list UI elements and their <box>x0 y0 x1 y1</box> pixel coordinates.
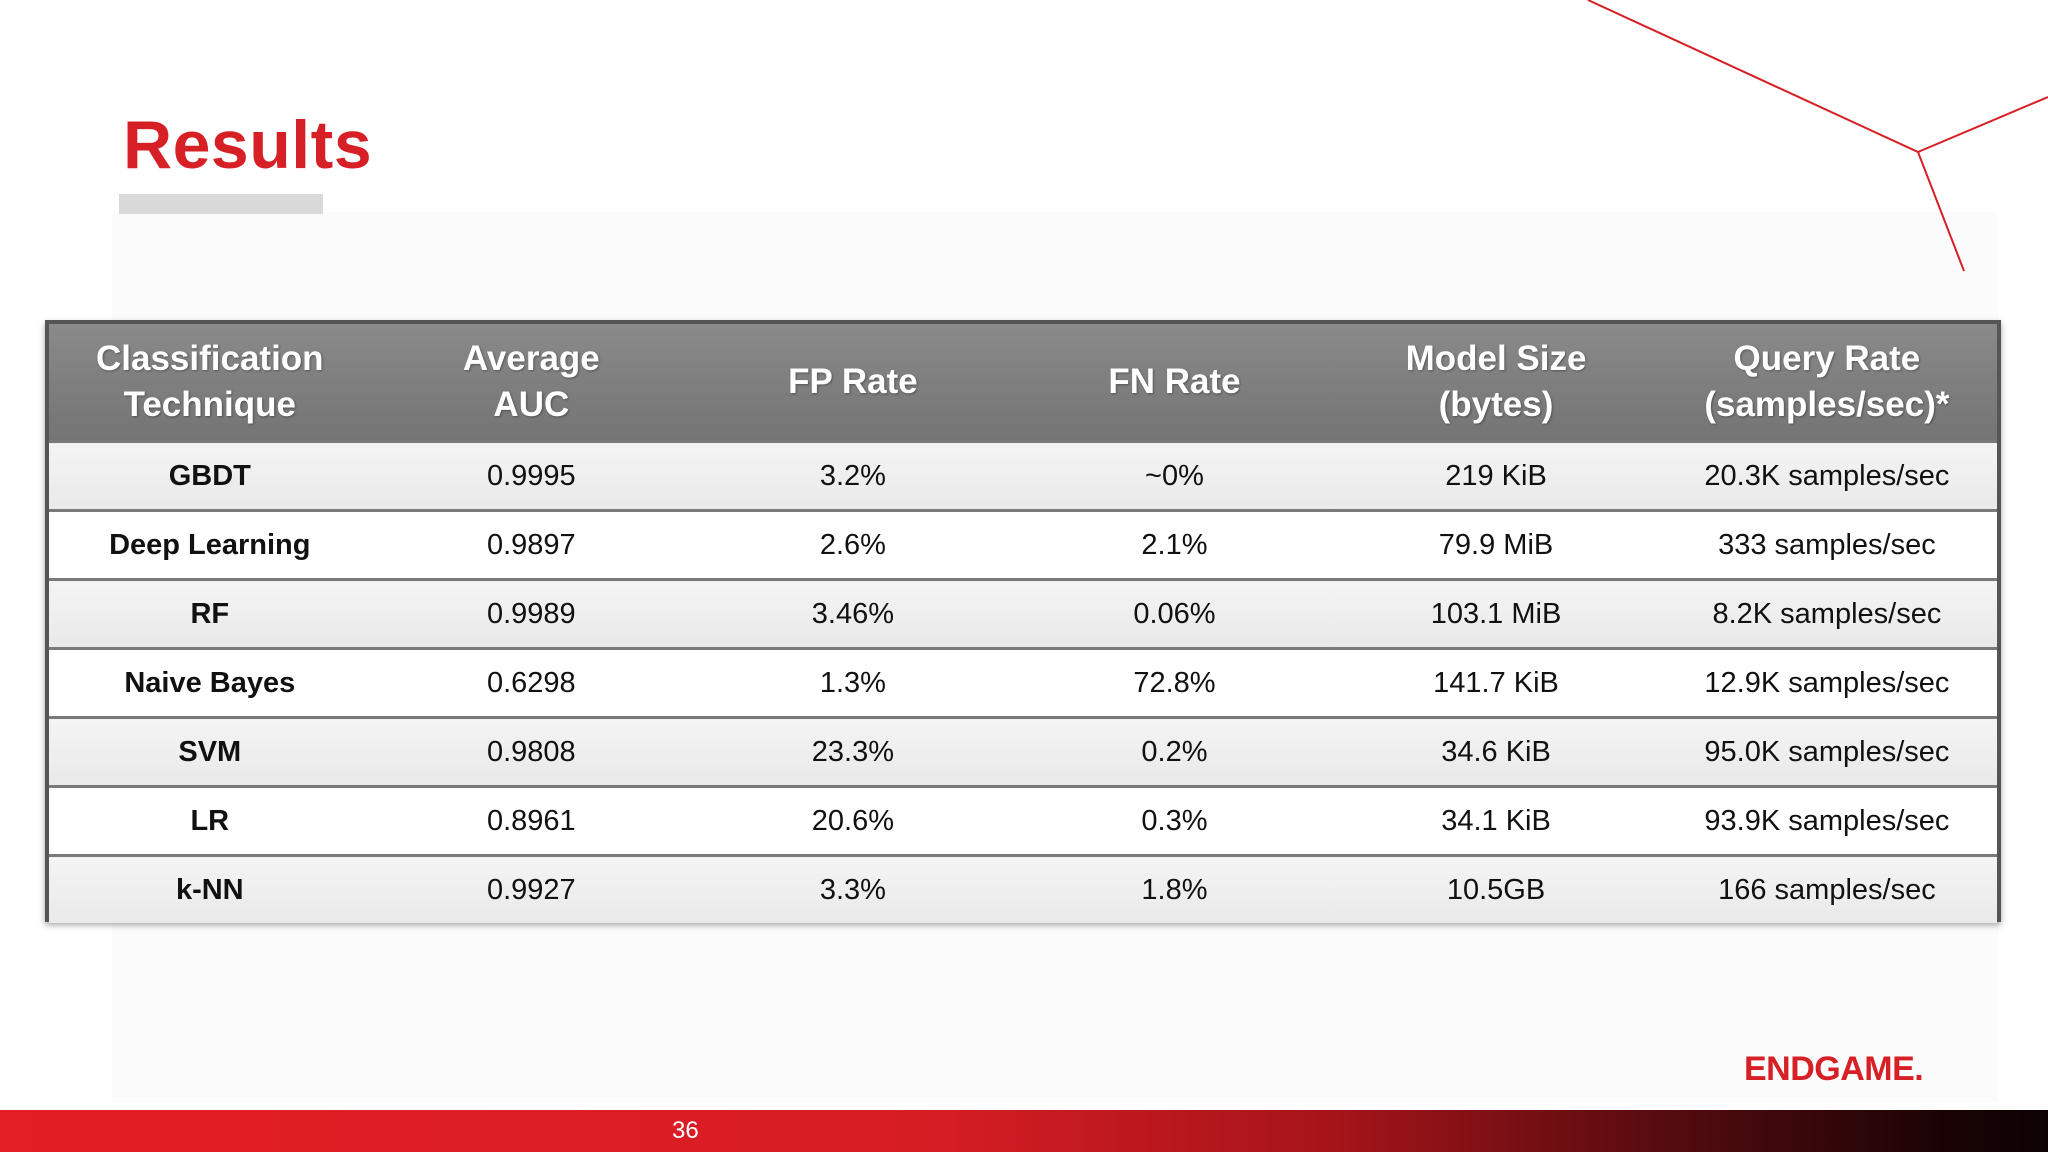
cell-fn-rate: 1.8% <box>1013 854 1336 923</box>
cell-technique: LR <box>49 785 371 856</box>
cell-query-rate: 95.0K samples/sec <box>1656 716 1997 787</box>
col-header-fp-rate: FP Rate <box>692 324 1014 442</box>
slide-title: Results <box>123 107 373 183</box>
cell-fp-rate: 23.3% <box>692 716 1014 787</box>
cell-fn-rate: ~0% <box>1013 440 1336 511</box>
col-header-auc: Average AUC <box>370 324 693 442</box>
cell-fn-rate: 0.3% <box>1013 785 1336 856</box>
table-row: Deep Learning 0.9897 2.6% 2.1% 79.9 MiB … <box>49 509 1997 580</box>
table-row: GBDT 0.9995 3.2% ~0% 219 KiB 20.3K sampl… <box>49 440 1997 511</box>
footer-bar <box>0 1110 2048 1152</box>
col-header-query-rate: Query Rate (samples/sec)* <box>1656 324 1997 442</box>
decor-line-3 <box>1917 151 1965 272</box>
cell-fn-rate: 0.06% <box>1013 578 1336 649</box>
cell-auc: 0.9927 <box>370 854 693 923</box>
table-row: LR 0.8961 20.6% 0.3% 34.1 KiB 93.9K samp… <box>49 785 1997 856</box>
cell-model-size: 141.7 KiB <box>1335 647 1657 718</box>
decorative-lines <box>1587 0 2048 272</box>
cell-fp-rate: 20.6% <box>692 785 1014 856</box>
cell-fp-rate: 3.2% <box>692 440 1014 511</box>
table-row: k-NN 0.9927 3.3% 1.8% 10.5GB 166 samples… <box>49 854 1997 923</box>
cell-technique: Deep Learning <box>49 509 371 580</box>
cell-model-size: 219 KiB <box>1335 440 1657 511</box>
cell-fn-rate: 72.8% <box>1013 647 1336 718</box>
table-row: RF 0.9989 3.46% 0.06% 103.1 MiB 8.2K sam… <box>49 578 1997 649</box>
col-header-model-size: Model Size (bytes) <box>1335 324 1657 442</box>
cell-auc: 0.9989 <box>370 578 693 649</box>
cell-model-size: 79.9 MiB <box>1335 509 1657 580</box>
table-row: SVM 0.9808 23.3% 0.2% 34.6 KiB 95.0K sam… <box>49 716 1997 787</box>
cell-query-rate: 93.9K samples/sec <box>1656 785 1997 856</box>
cell-technique: RF <box>49 578 371 649</box>
cell-query-rate: 333 samples/sec <box>1656 509 1997 580</box>
cell-technique: k-NN <box>49 854 371 923</box>
cell-model-size: 34.6 KiB <box>1335 716 1657 787</box>
cell-model-size: 10.5GB <box>1335 854 1657 923</box>
col-header-fn-rate: FN Rate <box>1013 324 1336 442</box>
title-underline <box>119 194 323 214</box>
table-row: Naive Bayes 0.6298 1.3% 72.8% 141.7 KiB … <box>49 647 1997 718</box>
results-table-frame: Classification Technique Average AUC FP … <box>45 320 2001 923</box>
cell-model-size: 103.1 MiB <box>1335 578 1657 649</box>
cell-auc: 0.9897 <box>370 509 693 580</box>
cell-fn-rate: 2.1% <box>1013 509 1336 580</box>
decor-line-1 <box>1587 0 1919 153</box>
endgame-logo: ENDGAME. <box>1744 1050 1924 1088</box>
cell-fp-rate: 1.3% <box>692 647 1014 718</box>
cell-model-size: 34.1 KiB <box>1335 785 1657 856</box>
cell-fn-rate: 0.2% <box>1013 716 1336 787</box>
col-header-technique: Classification Technique <box>49 324 371 442</box>
table-header-row: Classification Technique Average AUC FP … <box>49 324 1997 442</box>
cell-auc: 0.8961 <box>370 785 693 856</box>
page-number: 36 <box>672 1117 699 1144</box>
cell-fp-rate: 3.46% <box>692 578 1014 649</box>
cell-auc: 0.9808 <box>370 716 693 787</box>
cell-fp-rate: 2.6% <box>692 509 1014 580</box>
cell-query-rate: 8.2K samples/sec <box>1656 578 1997 649</box>
cell-technique: Naive Bayes <box>49 647 371 718</box>
results-table: Classification Technique Average AUC FP … <box>49 324 1997 923</box>
cell-technique: GBDT <box>49 440 371 511</box>
cell-query-rate: 166 samples/sec <box>1656 854 1997 923</box>
cell-fp-rate: 3.3% <box>692 854 1014 923</box>
cell-query-rate: 12.9K samples/sec <box>1656 647 1997 718</box>
cell-technique: SVM <box>49 716 371 787</box>
cell-auc: 0.9995 <box>370 440 693 511</box>
decor-line-2 <box>1917 96 2048 153</box>
cell-query-rate: 20.3K samples/sec <box>1656 440 1997 511</box>
cell-auc: 0.6298 <box>370 647 693 718</box>
